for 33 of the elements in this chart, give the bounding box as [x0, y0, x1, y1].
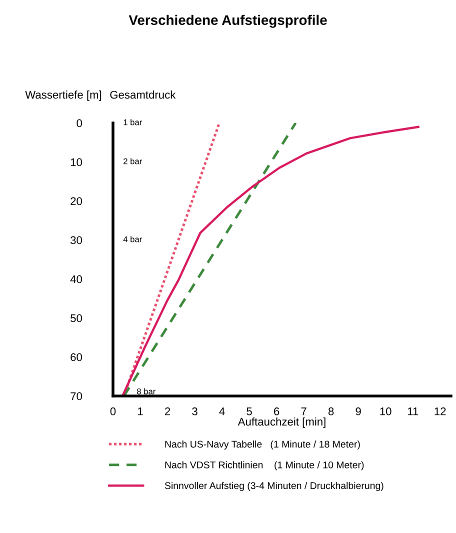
- y-axis-title: Wassertiefe [m]: [25, 90, 102, 101]
- x-tick-label: 9: [356, 407, 361, 416]
- annotation: 8 bar: [137, 388, 156, 394]
- y-tick-label: 0: [76, 119, 82, 128]
- annotation: 2 bar: [124, 158, 142, 164]
- annotation: 4 bar: [123, 236, 142, 242]
- x-tick-label: 2: [164, 407, 170, 416]
- y-tick-label: 50: [70, 314, 82, 322]
- legend-label: Sinnvoller Aufstieg (3-4 Minuten / Druckhalbierung): [164, 482, 384, 491]
- x-tick-label: 8: [328, 407, 334, 416]
- y-tick-label: 10: [70, 158, 82, 166]
- x-tick-label: 5: [246, 408, 252, 416]
- x-tick-label: 7: [301, 408, 306, 416]
- y-tick-label: 40: [70, 275, 82, 284]
- line-series: [121, 126, 420, 396]
- y-tick-label: 70: [70, 392, 82, 400]
- annotation: 1 bar: [124, 119, 142, 126]
- x-tick-label: 0: [110, 407, 116, 416]
- x-tick-label: 4: [219, 408, 225, 416]
- chart-title: Verschiedene Aufstiegsprofile: [128, 14, 327, 28]
- x-axis-title: Auftauchzeit [min]: [238, 417, 326, 428]
- y-tick-label: 20: [70, 197, 82, 206]
- legend-label: Nach US-Navy Tabelle (1 Minute / 18 Meter): [165, 440, 360, 450]
- y-tick-label: 30: [70, 236, 82, 244]
- legend-label: Nach VDST Richtlinien (1 Minute / 10 Meter): [165, 461, 364, 470]
- x-tick-label: 12: [434, 407, 446, 416]
- x-tick-label: 3: [192, 407, 198, 416]
- x-tick-label: 10: [380, 407, 392, 416]
- x-tick-label: 11: [408, 408, 418, 416]
- x-tick-label: 6: [274, 407, 280, 416]
- x-tick-label: 1: [138, 408, 143, 416]
- text: Gesamtdruck: [110, 90, 176, 99]
- y-tick-label: 60: [70, 353, 82, 362]
